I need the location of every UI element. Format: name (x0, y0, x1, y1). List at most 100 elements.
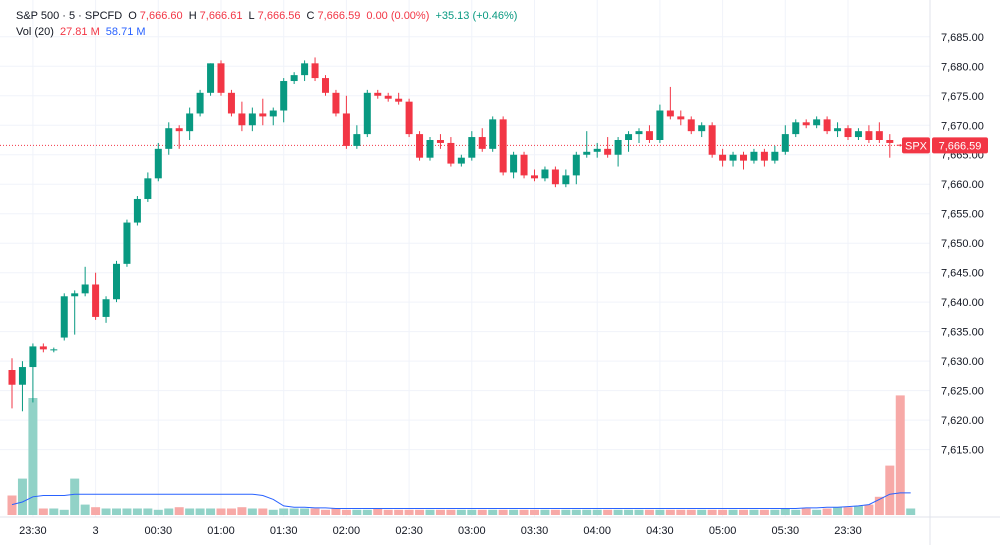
candle-body (238, 113, 246, 126)
candle-body (144, 178, 152, 199)
time-tick-label: 23:30 (19, 525, 47, 537)
volume-bar (697, 509, 707, 515)
volume-bar (509, 509, 519, 515)
candle-body (113, 263, 120, 300)
volume-bar (216, 508, 226, 515)
candle (562, 169, 570, 188)
time-tick-label: 02:30 (395, 525, 423, 537)
candle-body (217, 63, 225, 93)
candle (656, 104, 664, 143)
symbol-label[interactable]: S&P 500 · 5 · SPCFD (16, 10, 123, 22)
candle-body (510, 154, 518, 173)
volume-bar (603, 509, 613, 515)
candle-body (71, 293, 79, 297)
volume-label[interactable]: Vol (20) (16, 26, 54, 38)
candle-body (520, 154, 528, 176)
session-change-value: +35.13 (+0.46%) (435, 10, 518, 22)
volume-bar (226, 508, 236, 515)
time-tick-label: 3 (93, 525, 99, 537)
time-tick-label: 23:30 (834, 525, 862, 537)
price-tick-label: 7,640.00 (941, 297, 984, 309)
candle (844, 125, 852, 140)
volume-bar (467, 509, 477, 515)
candle-body (18, 367, 26, 385)
price-tag: SPX 7,666.59 (902, 137, 988, 154)
volume-bar (488, 509, 498, 515)
volume-bar (571, 509, 581, 515)
candle-body (614, 140, 622, 155)
candle (687, 116, 695, 135)
volume-bar (530, 509, 539, 515)
candle (896, 144, 904, 147)
candle (39, 343, 47, 353)
candle (531, 169, 538, 182)
price-tag-value: 7,666.59 (939, 140, 982, 152)
time-tick-label: 03:00 (458, 525, 486, 537)
candle-body (259, 113, 267, 117)
time-tick-label: 05:30 (772, 525, 800, 537)
volume-bar (906, 508, 916, 515)
candle (227, 89, 235, 117)
candle (186, 107, 194, 140)
candle (719, 148, 727, 167)
candle-body (541, 169, 549, 179)
candle-body (604, 148, 612, 155)
volume-bar (59, 509, 69, 515)
volume-bar (289, 508, 299, 515)
time-axis[interactable]: 23:30 3 00:30 01:00 01:30 02:00 02:30 03:00 03:3… (19, 525, 862, 537)
price-tick-label: 7,655.00 (941, 209, 984, 221)
volume-bar (300, 508, 310, 515)
candle (781, 125, 789, 155)
candles (8, 57, 904, 412)
candle (175, 125, 183, 149)
time-tick-label: 04:30 (646, 525, 674, 537)
volume-bar (362, 509, 372, 515)
candle (290, 72, 298, 84)
candle (489, 116, 497, 152)
candle (834, 122, 842, 138)
volume-bar (550, 509, 560, 515)
candle (238, 101, 246, 132)
candle (510, 151, 518, 179)
candle-body (457, 157, 465, 164)
candle-body (280, 81, 288, 111)
price-tick-label: 7,635.00 (941, 327, 984, 339)
time-tick-label: 03:30 (521, 525, 549, 537)
candle-body (562, 175, 570, 185)
candle-body (865, 131, 873, 140)
candle (133, 196, 141, 226)
candle-body (322, 78, 329, 93)
volume-bar (655, 509, 665, 515)
candle (8, 358, 16, 409)
volume-bar (822, 508, 832, 515)
candle (18, 361, 26, 412)
candle-body (175, 128, 183, 132)
candle-body (196, 92, 204, 114)
candle-body (133, 198, 141, 223)
candle-body (29, 346, 37, 368)
volume-bar (310, 508, 320, 515)
candle (677, 110, 685, 126)
candle (384, 92, 392, 102)
candle-body (698, 125, 706, 132)
candle-body (405, 101, 413, 135)
candle (813, 116, 821, 129)
candle (50, 347, 58, 353)
volume-bar (718, 509, 728, 515)
candle (854, 128, 862, 140)
candle-body (353, 134, 361, 146)
candle-body (154, 148, 162, 179)
candle-body (269, 110, 277, 117)
candle-body (8, 370, 16, 385)
volume-ma-line (11, 492, 911, 509)
volume-bar (885, 465, 895, 515)
candle-body (426, 140, 434, 158)
candle (154, 142, 162, 182)
price-axis[interactable]: 7,615.00 7,620.00 7,625.00 7,630.00 7,635.00… (941, 32, 984, 457)
volume-bar (268, 509, 278, 515)
volume-bar (279, 508, 289, 515)
volume-bar (17, 478, 27, 515)
time-tick-label: 00:30 (145, 525, 173, 537)
volume-bar (112, 508, 121, 515)
